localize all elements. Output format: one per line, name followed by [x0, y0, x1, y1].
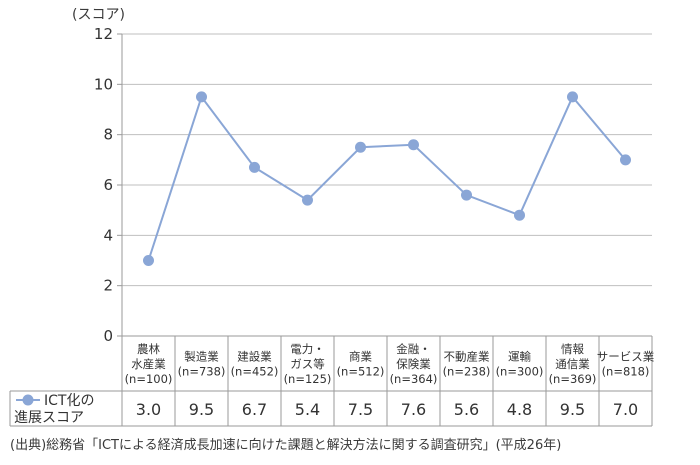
table-value-1: 3.0: [136, 400, 161, 419]
category-label-9-line-1: 情報: [561, 342, 584, 356]
legend-label-line-2: 進展スコア: [14, 410, 84, 426]
category-label-2-line-2: (n=738): [178, 365, 226, 379]
table-value-5: 7.5: [348, 400, 373, 419]
category-label-6-line-2: 保険業: [396, 357, 431, 371]
category-label-8-line-2: (n=300): [496, 365, 544, 379]
category-label-4-line-1: 電力・: [290, 342, 325, 356]
grid-lines: [121, 33, 652, 426]
series-line: [143, 91, 631, 266]
data-point-6: [408, 139, 419, 151]
y-tick-labels: 0 2 4 6 8 10 12: [94, 25, 122, 345]
y-tick-label-0: 0: [103, 327, 113, 345]
table-value-6: 7.6: [401, 400, 426, 419]
category-label-4-line-2: ガス等: [290, 357, 325, 371]
data-table: 3.0 9.5 6.7 5.4 7.5 7.6 5.6 4.8 9.5 7.0: [9, 335, 653, 427]
data-point-7: [461, 189, 472, 201]
table-value-10: 7.0: [613, 400, 638, 419]
category-label-1-line-3: (n=100): [125, 372, 173, 386]
category-label-8-line-1: 運輸: [508, 350, 531, 364]
category-label-7-line-2: (n=238): [443, 365, 491, 379]
table-value-2: 9.5: [189, 400, 214, 419]
data-point-2: [196, 91, 207, 103]
data-point-3: [249, 161, 260, 173]
category-label-10-line-2: (n=818): [602, 365, 650, 379]
data-point-9: [567, 91, 578, 103]
category-label-6-line-1: 金融・: [396, 342, 431, 356]
series-line-path: [147, 94, 627, 261]
category-label-3-line-2: (n=452): [231, 365, 279, 379]
legend-marker: [22, 394, 34, 406]
y-tick-label-8: 8: [103, 126, 113, 144]
category-label-3-line-1: 建設業: [237, 350, 272, 364]
category-label-5-line-2: (n=512): [337, 365, 385, 379]
data-point-5: [355, 141, 366, 153]
category-label-9-line-3: (n=369): [549, 372, 597, 386]
category-label-9-line-2: 通信業: [555, 357, 590, 371]
category-label-5-line-1: 商業: [349, 350, 372, 364]
y-tick-label-6: 6: [103, 176, 113, 194]
category-label-10-line-1: サービス業: [597, 350, 655, 364]
y-axis-unit-label: (スコア): [72, 7, 125, 23]
category-label-6-line-3: (n=364): [390, 372, 438, 386]
data-point-8: [514, 209, 525, 221]
data-point-10: [620, 154, 631, 166]
table-value-9: 9.5: [560, 400, 585, 419]
data-point-1: [143, 255, 154, 266]
y-tick-label-4: 4: [103, 226, 113, 244]
legend-label-line-1: ICT化の: [44, 393, 94, 409]
table-value-7: 5.6: [454, 400, 479, 419]
table-value-4: 5.4: [295, 400, 320, 419]
category-label-2-line-1: 製造業: [184, 350, 219, 364]
category-labels: 農林水産業(n=100)製造業(n=738)建設業(n=452)電力・ガス等(n…: [125, 342, 655, 386]
table-value-3: 6.7: [242, 400, 267, 419]
y-tick-label-12: 12: [94, 25, 113, 43]
y-tick-label-10: 10: [94, 75, 113, 93]
category-label-4-line-3: (n=125): [284, 372, 332, 386]
ict-score-line-chart: 0 2 4 6 8 10 12 3.0 9.5 6.7 5.4 7.5 7.6 5.6 4.8 9.5 7.0…: [9, 25, 655, 427]
category-label-1-line-2: 水産業: [131, 357, 166, 371]
category-label-1-line-1: 農林: [137, 342, 160, 356]
y-tick-label-2: 2: [103, 277, 113, 295]
table-value-8: 4.8: [507, 400, 532, 419]
data-point-4: [302, 194, 313, 206]
source-note: (出典)総務省「ICTによる経済成長加速に向けた課題と解決方法に関する調査研究」…: [10, 438, 562, 453]
category-label-7-line-1: 不動産業: [444, 350, 490, 364]
